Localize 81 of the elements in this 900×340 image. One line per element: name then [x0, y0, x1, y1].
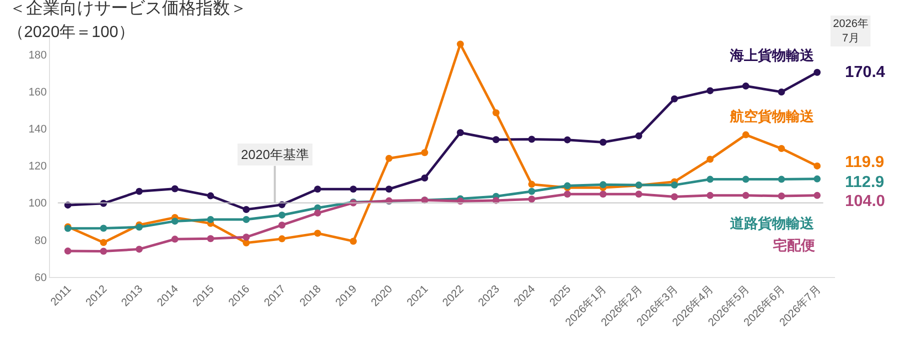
point — [706, 156, 714, 163]
point — [528, 136, 536, 143]
point — [242, 234, 250, 241]
point — [778, 176, 785, 183]
point — [600, 190, 607, 198]
point — [528, 188, 536, 195]
point — [207, 235, 214, 242]
point — [100, 239, 108, 246]
point — [278, 212, 286, 219]
point — [814, 68, 821, 76]
point — [814, 162, 821, 170]
point — [670, 95, 678, 102]
point — [814, 175, 821, 182]
data-label: 104.0 — [845, 193, 886, 210]
data-label: 112.9 — [845, 174, 884, 191]
point — [278, 235, 286, 242]
point — [136, 188, 143, 195]
point — [742, 131, 750, 138]
point — [171, 236, 178, 243]
point — [778, 192, 785, 200]
point — [600, 138, 607, 146]
point — [528, 196, 536, 203]
point — [456, 40, 464, 48]
point — [207, 192, 214, 200]
point — [421, 174, 428, 182]
series-label: 航空貨物輸送 — [729, 108, 815, 124]
y-tick-label: 140 — [28, 124, 47, 136]
point — [171, 218, 178, 225]
point — [242, 206, 250, 214]
point — [670, 182, 678, 189]
point — [742, 82, 750, 90]
point — [171, 185, 178, 192]
text: 道路貨物輸送 — [729, 215, 815, 231]
point — [385, 186, 392, 193]
point — [814, 192, 821, 199]
point — [314, 210, 322, 217]
point — [492, 136, 500, 144]
ref-line-label: 2020年基準 — [241, 147, 309, 162]
point — [564, 136, 571, 144]
point — [385, 154, 392, 162]
point — [670, 193, 678, 200]
chart-subtitle: （2020年＝100） — [8, 24, 134, 41]
point — [350, 238, 357, 245]
point — [706, 176, 714, 183]
point — [314, 230, 322, 237]
chart-title: ＜企業向けサービス価格指数＞ — [9, 0, 247, 18]
point — [706, 192, 714, 199]
point — [600, 181, 607, 188]
point — [635, 132, 642, 140]
point — [421, 149, 428, 156]
series-label: 海上貨物輸送 — [729, 47, 815, 63]
point — [492, 109, 500, 116]
point — [207, 216, 214, 224]
y-tick-label: 80 — [34, 234, 47, 247]
point — [100, 248, 108, 255]
point — [706, 87, 714, 94]
data-label: 119.9 — [845, 154, 884, 171]
point — [778, 145, 785, 152]
point — [136, 224, 143, 231]
y-tick-label: 100 — [28, 198, 47, 210]
point — [136, 246, 143, 253]
point — [742, 192, 750, 199]
point — [456, 129, 464, 136]
text: 2026年 7月 — [833, 18, 868, 44]
point — [564, 190, 571, 198]
y-tick-label: 180 — [28, 49, 47, 62]
y-tick-label: 160 — [28, 86, 47, 98]
point — [242, 216, 250, 224]
point — [528, 180, 536, 188]
point — [314, 186, 322, 193]
point — [778, 88, 785, 96]
data-label: 170.4 — [845, 64, 886, 81]
point — [635, 190, 642, 198]
point — [350, 186, 357, 193]
y-tick-label: 60 — [34, 272, 47, 284]
point — [742, 176, 750, 183]
point — [64, 248, 72, 255]
point — [278, 222, 286, 229]
y-tick-label: 120 — [28, 160, 47, 173]
point — [100, 224, 108, 232]
text: 宅配便 — [773, 237, 815, 253]
